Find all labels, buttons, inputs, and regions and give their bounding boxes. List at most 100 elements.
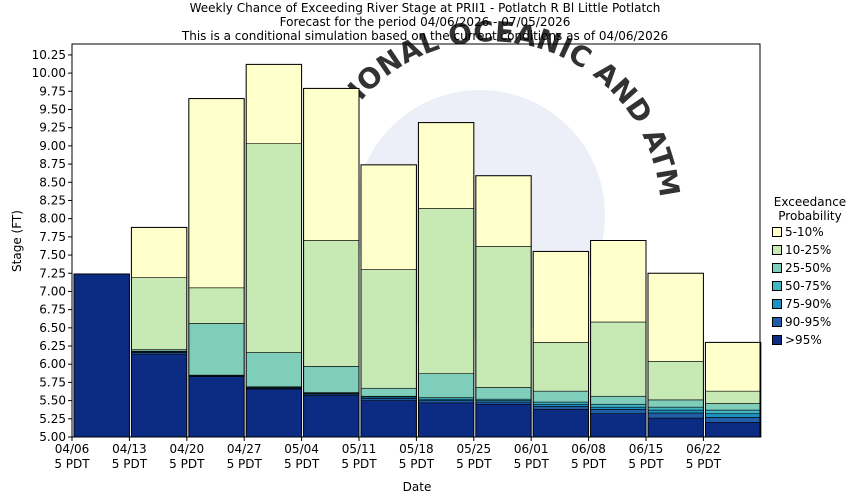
x-tick-label-time: 5 PDT: [169, 457, 205, 471]
y-tick-label: 10.00: [32, 66, 66, 80]
y-tick-label: 9.00: [39, 139, 66, 153]
bar-segment-05-04-95pct: [303, 395, 360, 438]
legend-label: 50-75%: [785, 279, 832, 293]
legend-label: 25-50%: [785, 261, 832, 275]
legend-label: 5-10%: [785, 225, 824, 239]
bar-segment-05-04-25pct: [303, 366, 360, 393]
x-tick-label-date: 04/27: [227, 442, 262, 456]
legend-swatch: [772, 335, 782, 345]
x-tick-label-time: 5 PDT: [112, 457, 148, 471]
chart-subtitle-period: Forecast for the period 04/06/2026 - 07/…: [279, 15, 571, 29]
x-tick-label-time: 5 PDT: [399, 457, 435, 471]
legend-label: 10-25%: [785, 243, 832, 257]
bar-segment-06-08-75pct: [590, 406, 647, 410]
bar-segment-06-01-90pct: [532, 406, 589, 410]
bar-segment-06-08-25pct: [590, 395, 647, 405]
x-tick-label-date: 04/20: [170, 442, 205, 456]
bar-segment-06-01-10pct: [532, 342, 589, 392]
legend-label: 90-95%: [785, 315, 832, 329]
bar-segment-06-08-90pct: [590, 409, 647, 415]
x-tick-label-time: 5 PDT: [54, 457, 90, 471]
bar-segment-04-20-10pct: [188, 287, 245, 324]
bar-segment-04-13-10pct: [131, 277, 188, 350]
bar-segment-05-25-95pct: [475, 403, 532, 438]
y-tick-label: 8.25: [39, 193, 66, 207]
x-tick-label-date: 04/13: [112, 442, 147, 456]
chart-subtitle-condition: This is a conditional simulation based o…: [181, 29, 669, 43]
bar-segment-05-18-95pct: [418, 402, 475, 438]
bar-segment-04-13-95pct: [131, 353, 188, 438]
bar-segment-06-01-5pct: [532, 251, 589, 343]
y-tick-label: 9.50: [39, 103, 66, 117]
legend-swatch: [772, 245, 782, 255]
chart-title: Weekly Chance of Exceeding River Stage a…: [189, 1, 661, 15]
bar-segment-05-11-25pct: [360, 387, 417, 397]
x-tick-label-date: 06/08: [571, 442, 606, 456]
bar-segment-06-22-95pct: [705, 422, 762, 438]
bar-segment-05-11-95pct: [360, 400, 417, 438]
y-tick-label: 5.75: [39, 375, 66, 389]
y-tick-label: 6.00: [39, 357, 66, 371]
y-tick-label: 6.50: [39, 321, 66, 335]
bar-segment-04-20-5pct: [188, 98, 245, 289]
y-tick-label: 7.25: [39, 266, 66, 280]
x-tick-label-time: 5 PDT: [514, 457, 550, 471]
legend-swatch: [772, 317, 782, 327]
y-tick-label: 6.25: [39, 339, 66, 353]
bar-segment-05-25-25pct: [475, 387, 532, 400]
bar-segment-04-27-25pct: [245, 352, 302, 388]
legend-swatch: [772, 227, 782, 237]
bar-segment-05-25-90pct: [475, 401, 532, 405]
bar-segment-04-27-5pct: [245, 64, 302, 145]
bar-segment-04-20-25pct: [188, 323, 245, 376]
bar-segment-06-22-90pct: [705, 417, 762, 423]
bar-segment-06-22-75pct: [705, 413, 762, 418]
bar-segment-06-15-50pct: [647, 406, 704, 411]
bar-segment-06-15-5pct: [647, 272, 704, 362]
bar-segment-06-08-95pct: [590, 413, 647, 438]
x-tick-label-time: 5 PDT: [227, 457, 263, 471]
legend-item-6: >95%: [772, 331, 850, 349]
y-tick-label: 7.50: [39, 248, 66, 262]
legend-swatch: [772, 299, 782, 309]
bar-segment-04-06-95pct: [73, 273, 130, 438]
bar-segment-06-08-50pct: [590, 403, 647, 408]
legend-item-5: 90-95%: [772, 313, 850, 331]
legend-title-line2: Probability: [778, 209, 842, 223]
legend-item-2: 25-50%: [772, 259, 850, 277]
x-tick-label-time: 5 PDT: [341, 457, 377, 471]
legend: Exceedance Probability 5-10% 10-25% 25-50%…: [768, 195, 850, 349]
x-tick-label-date: 04/06: [55, 442, 90, 456]
x-tick-label-date: 06/22: [686, 442, 721, 456]
bar-segment-05-18-10pct: [418, 208, 475, 374]
legend-label: 75-90%: [785, 297, 832, 311]
bar-segment-06-22-5pct: [705, 342, 762, 392]
bar-segment-05-04-5pct: [303, 88, 360, 241]
bar-segment-05-18-90pct: [418, 400, 475, 404]
x-tick-label-time: 5 PDT: [284, 457, 320, 471]
y-tick-label: 7.75: [39, 230, 66, 244]
y-tick-label: 9.25: [39, 121, 66, 135]
bar-segment-05-25-5pct: [475, 175, 532, 247]
legend-title-line1: Exceedance: [773, 195, 847, 209]
y-tick-label: 5.50: [39, 394, 66, 408]
bar-segment-05-18-25pct: [418, 373, 475, 398]
bar-segment-04-13-5pct: [131, 227, 188, 278]
x-tick-label-date: 05/18: [399, 442, 434, 456]
bar-segment-06-22-25pct: [705, 403, 762, 411]
x-tick-label-time: 5 PDT: [456, 457, 492, 471]
bar-segment-04-27-95pct: [245, 388, 302, 438]
y-tick-label: 5.00: [39, 430, 66, 444]
bar-segment-06-01-95pct: [532, 409, 589, 438]
bar-segment-06-22-10pct: [705, 390, 762, 404]
bar-segment-06-15-25pct: [647, 399, 704, 408]
bar-segment-06-22-50pct: [705, 409, 762, 415]
bar-segment-05-04-10pct: [303, 240, 360, 367]
x-tick-label-date: 06/01: [514, 442, 549, 456]
y-tick-label: 6.75: [39, 303, 66, 317]
bar-segment-05-11-10pct: [360, 269, 417, 389]
bar-segment-06-08-10pct: [590, 321, 647, 397]
legend-item-0: 5-10%: [772, 223, 850, 241]
legend-swatch: [772, 281, 782, 291]
